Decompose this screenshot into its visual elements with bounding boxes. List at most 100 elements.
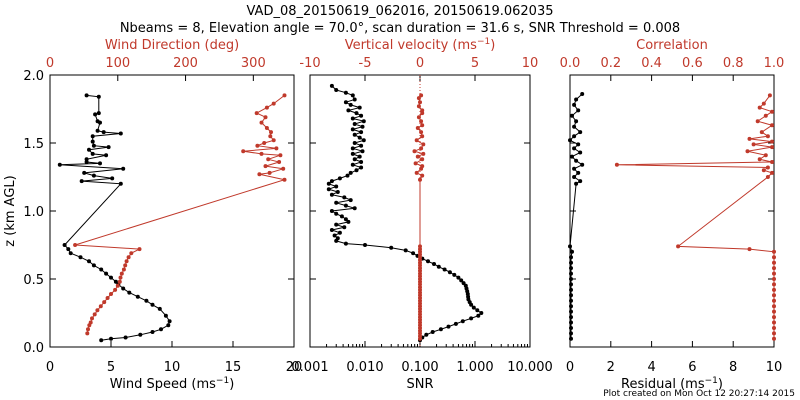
data-point xyxy=(420,123,425,128)
data-point xyxy=(326,187,331,192)
data-point xyxy=(352,97,357,102)
data-point xyxy=(90,151,95,156)
data-point xyxy=(578,150,583,155)
data-point xyxy=(772,260,776,265)
data-point xyxy=(761,101,766,106)
data-point xyxy=(453,321,458,326)
data-point xyxy=(419,130,424,135)
data-point xyxy=(572,124,577,129)
data-point xyxy=(348,198,353,203)
data-point xyxy=(416,104,421,109)
data-point xyxy=(271,101,276,106)
data-point xyxy=(418,296,422,300)
top-tick-label-residual: 0.0 xyxy=(560,56,581,71)
data-point xyxy=(745,149,750,154)
data-point xyxy=(442,267,447,272)
data-point xyxy=(343,203,348,208)
data-point xyxy=(772,309,776,314)
data-point xyxy=(269,130,273,135)
data-point xyxy=(569,282,573,287)
data-point xyxy=(104,153,109,158)
data-point xyxy=(461,281,466,286)
data-point xyxy=(770,170,774,175)
data-point xyxy=(84,160,89,164)
data-point xyxy=(150,330,155,334)
bottom-tick-label-wind: 0 xyxy=(46,360,54,375)
data-point xyxy=(570,154,574,159)
data-point xyxy=(106,145,111,150)
data-point xyxy=(339,214,344,219)
series-line xyxy=(74,95,287,334)
data-point xyxy=(430,330,435,334)
data-point xyxy=(334,238,339,243)
data-point xyxy=(770,109,774,114)
data-point xyxy=(73,243,78,247)
series-snr xyxy=(326,83,484,343)
data-point xyxy=(90,316,94,321)
data-point xyxy=(263,164,268,169)
data-point xyxy=(676,244,681,249)
data-point xyxy=(329,192,334,197)
data-point xyxy=(163,313,168,318)
data-point xyxy=(329,179,334,184)
data-point xyxy=(476,313,481,318)
data-point xyxy=(343,100,348,105)
data-point xyxy=(418,100,422,105)
data-point xyxy=(436,264,441,269)
data-point xyxy=(569,266,573,271)
top-tick-label-wind: 300 xyxy=(241,56,266,71)
data-point xyxy=(418,323,422,328)
data-point xyxy=(765,134,770,139)
bottom-tick-label-snr: 10.000 xyxy=(507,360,553,375)
bottom-tick-label-snr: 0.100 xyxy=(401,360,438,375)
data-point xyxy=(479,311,484,315)
data-point xyxy=(105,296,110,300)
data-point xyxy=(121,286,126,291)
data-point xyxy=(357,135,362,140)
data-point xyxy=(471,305,476,310)
data-point xyxy=(420,173,425,178)
data-point xyxy=(282,93,287,98)
data-point xyxy=(574,158,579,163)
data-point xyxy=(418,309,422,314)
data-point xyxy=(92,312,97,317)
data-point xyxy=(580,92,585,96)
data-point xyxy=(569,271,573,276)
data-point xyxy=(87,259,91,264)
data-point xyxy=(263,115,268,120)
data-point xyxy=(281,166,286,171)
data-point xyxy=(277,160,282,164)
data-point xyxy=(770,139,774,144)
data-point xyxy=(348,102,353,107)
data-point xyxy=(772,255,776,260)
data-point xyxy=(96,94,101,99)
data-point xyxy=(352,141,357,145)
data-point xyxy=(99,267,104,272)
data-point xyxy=(772,298,776,303)
data-point xyxy=(569,277,573,281)
series-wind-speed xyxy=(57,93,172,343)
data-point xyxy=(574,181,579,186)
data-point xyxy=(95,128,100,133)
data-point xyxy=(772,266,776,271)
data-point xyxy=(113,287,118,292)
data-point xyxy=(334,200,339,205)
data-point xyxy=(350,116,355,121)
data-point xyxy=(572,166,577,171)
data-point xyxy=(123,263,128,268)
data-point xyxy=(761,168,766,173)
data-point xyxy=(418,336,422,341)
data-point xyxy=(569,304,573,309)
y-tick-label: 0.5 xyxy=(23,273,44,288)
data-point xyxy=(452,272,457,277)
data-point xyxy=(569,315,573,320)
data-point xyxy=(85,331,90,336)
data-point xyxy=(337,230,342,235)
data-point xyxy=(438,327,443,332)
data-point xyxy=(342,195,347,200)
data-point xyxy=(91,263,96,268)
data-point xyxy=(432,262,436,266)
data-point xyxy=(360,124,365,129)
top-tick-label-wind: 200 xyxy=(173,56,198,71)
